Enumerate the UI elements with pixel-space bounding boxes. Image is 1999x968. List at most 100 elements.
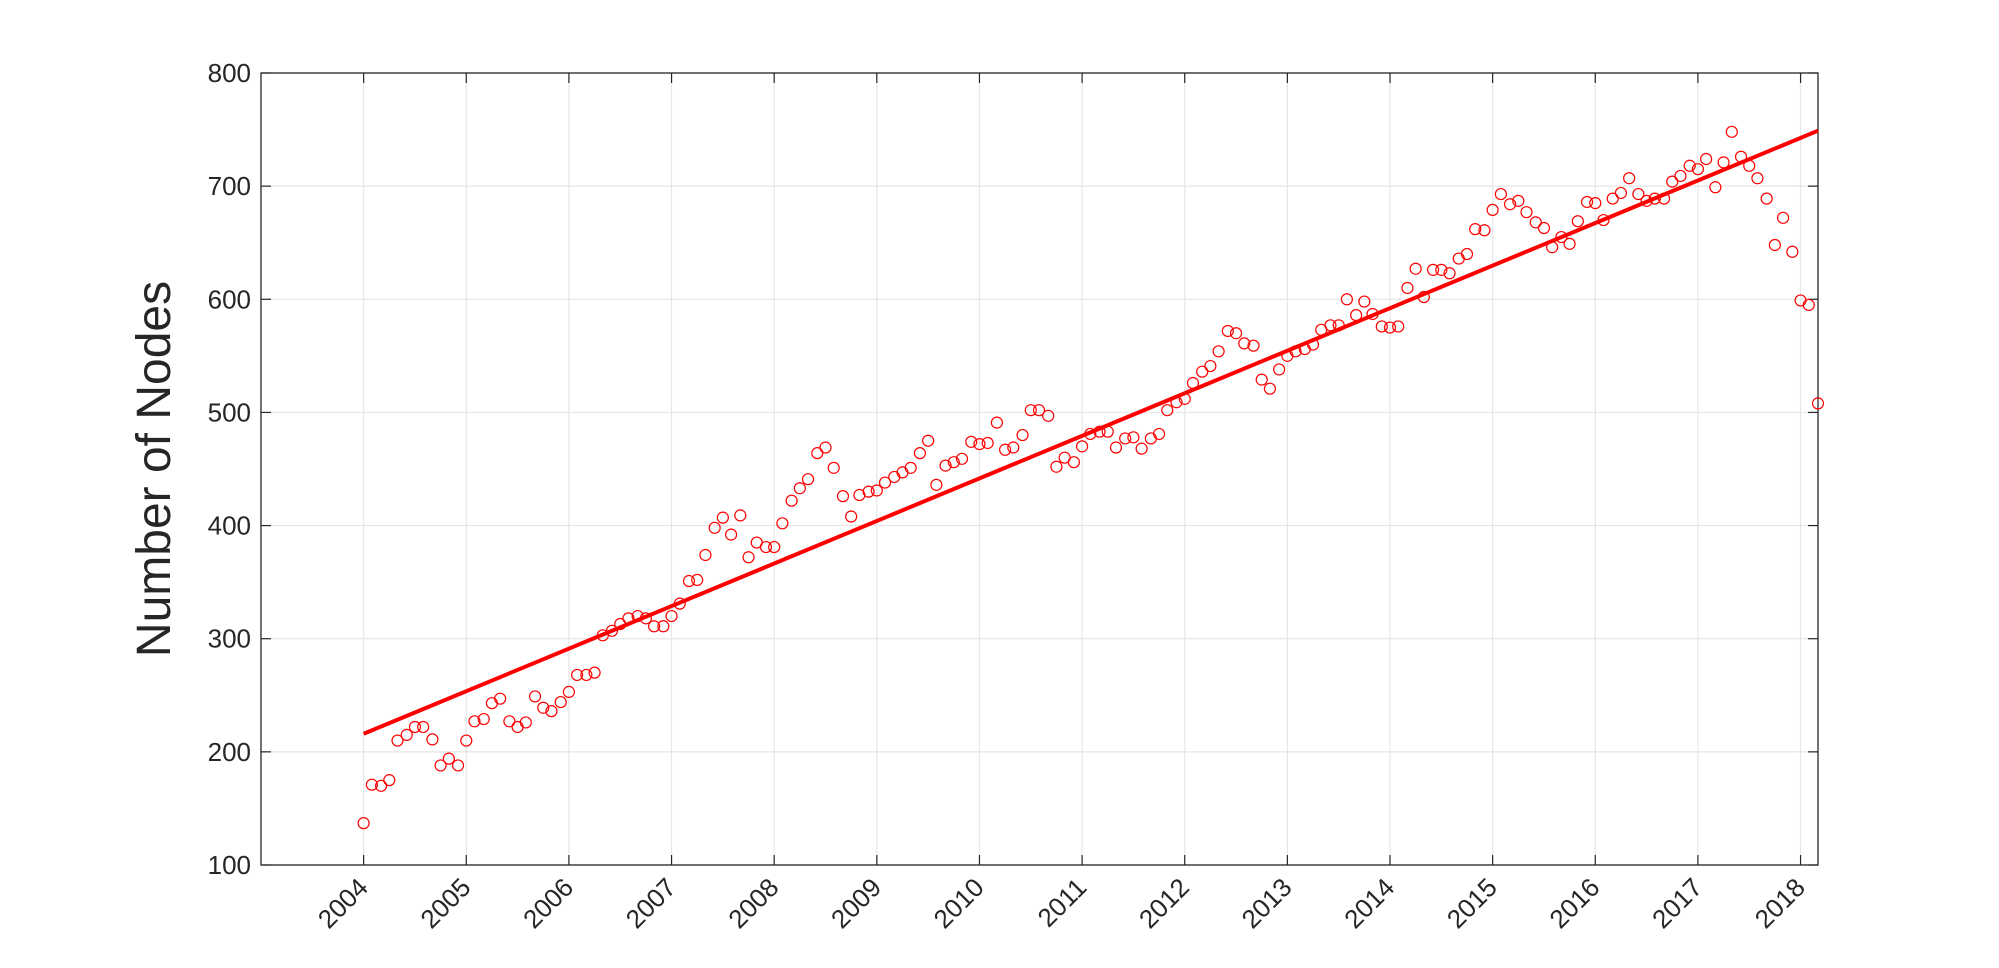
data-point	[494, 692, 507, 705]
data-point	[1786, 245, 1799, 258]
data-point	[845, 510, 858, 523]
x-tick-label: 2013	[1235, 872, 1297, 934]
data-point	[1614, 186, 1628, 200]
data-point	[939, 459, 952, 472]
y-tick-label: 600	[208, 284, 251, 314]
x-tick-label: 2016	[1543, 872, 1605, 934]
data-point	[1032, 404, 1046, 417]
data-point	[571, 668, 584, 682]
data-point	[1042, 409, 1055, 422]
data-point	[442, 752, 455, 765]
data-point	[1632, 187, 1645, 201]
data-point	[1709, 181, 1722, 194]
data-point	[1512, 194, 1525, 207]
data-point	[1212, 345, 1225, 358]
data-point	[1760, 192, 1773, 205]
data-point	[785, 494, 798, 507]
data-point	[477, 712, 490, 726]
data-point	[691, 573, 704, 586]
data-point	[811, 447, 824, 460]
data-point	[1221, 324, 1234, 338]
x-tick-label: 2007	[620, 872, 682, 934]
data-point	[1050, 460, 1063, 473]
axes-box	[260, 72, 1819, 866]
data-point	[562, 685, 576, 698]
data-point	[965, 435, 978, 448]
data-point	[426, 733, 439, 746]
data-point	[776, 517, 789, 530]
data-point	[1555, 230, 1568, 244]
data-point	[537, 701, 550, 714]
data-point	[1802, 298, 1815, 312]
data-point	[1229, 327, 1243, 340]
data-point	[1537, 221, 1551, 235]
y-tick-label: 700	[208, 171, 251, 201]
data-point	[1119, 432, 1132, 445]
data-point	[545, 705, 558, 718]
data-point	[1460, 247, 1474, 261]
data-point	[657, 620, 670, 633]
data-point	[1273, 363, 1286, 376]
data-point	[1777, 211, 1790, 224]
data-point	[1683, 159, 1696, 172]
data-point	[973, 438, 986, 451]
data-point	[1238, 337, 1251, 350]
data-point	[605, 624, 619, 637]
x-tick-label: 2018	[1749, 872, 1811, 934]
data-point	[1589, 197, 1602, 210]
data-point	[1135, 442, 1148, 455]
data-point	[827, 461, 840, 474]
data-point	[904, 461, 917, 474]
data-point	[417, 720, 430, 734]
data-point	[930, 478, 943, 491]
y-tick-label: 800	[208, 58, 251, 88]
x-tick-label: 2014	[1338, 872, 1400, 934]
data-point	[878, 476, 892, 489]
data-point	[981, 436, 994, 450]
data-point	[588, 666, 601, 679]
data-point	[1435, 263, 1448, 276]
data-point	[1580, 195, 1594, 209]
x-tick-label: 2010	[928, 872, 990, 934]
data-point	[1674, 169, 1687, 183]
data-point	[1024, 404, 1037, 417]
data-point	[1700, 152, 1713, 166]
data-point	[1247, 339, 1260, 352]
x-tick-label: 2008	[722, 872, 784, 934]
data-point	[999, 443, 1012, 456]
data-point	[1161, 404, 1174, 417]
data-point	[913, 447, 927, 460]
data-point	[554, 695, 567, 709]
y-tick-label: 500	[208, 397, 251, 427]
data-point	[724, 528, 738, 541]
data-point	[460, 734, 473, 747]
data-point	[580, 668, 593, 682]
data-point	[1563, 237, 1576, 250]
data-point	[1503, 198, 1517, 211]
data-point	[503, 715, 516, 728]
data-point	[801, 473, 815, 486]
data-point	[759, 540, 773, 554]
data-point	[665, 609, 678, 623]
data-point	[1016, 428, 1029, 442]
data-point	[1196, 365, 1209, 378]
data-point	[1409, 262, 1422, 275]
data-point	[716, 511, 729, 524]
data-point	[793, 482, 806, 495]
data-point	[468, 715, 481, 728]
data-point	[768, 540, 781, 554]
data-point	[990, 416, 1004, 429]
data-point	[1725, 125, 1738, 138]
x-tick-label: 2011	[1032, 872, 1093, 933]
data-point	[955, 452, 969, 465]
data-point	[1469, 223, 1482, 236]
x-tick-label: 2012	[1133, 872, 1195, 934]
y-tick-label: 100	[208, 850, 251, 880]
data-point	[1127, 431, 1140, 444]
data-point	[1666, 175, 1679, 188]
data-point	[922, 434, 935, 447]
data-point	[1486, 203, 1499, 217]
data-point	[383, 774, 396, 787]
data-point	[1520, 206, 1533, 219]
data-point	[408, 720, 422, 734]
